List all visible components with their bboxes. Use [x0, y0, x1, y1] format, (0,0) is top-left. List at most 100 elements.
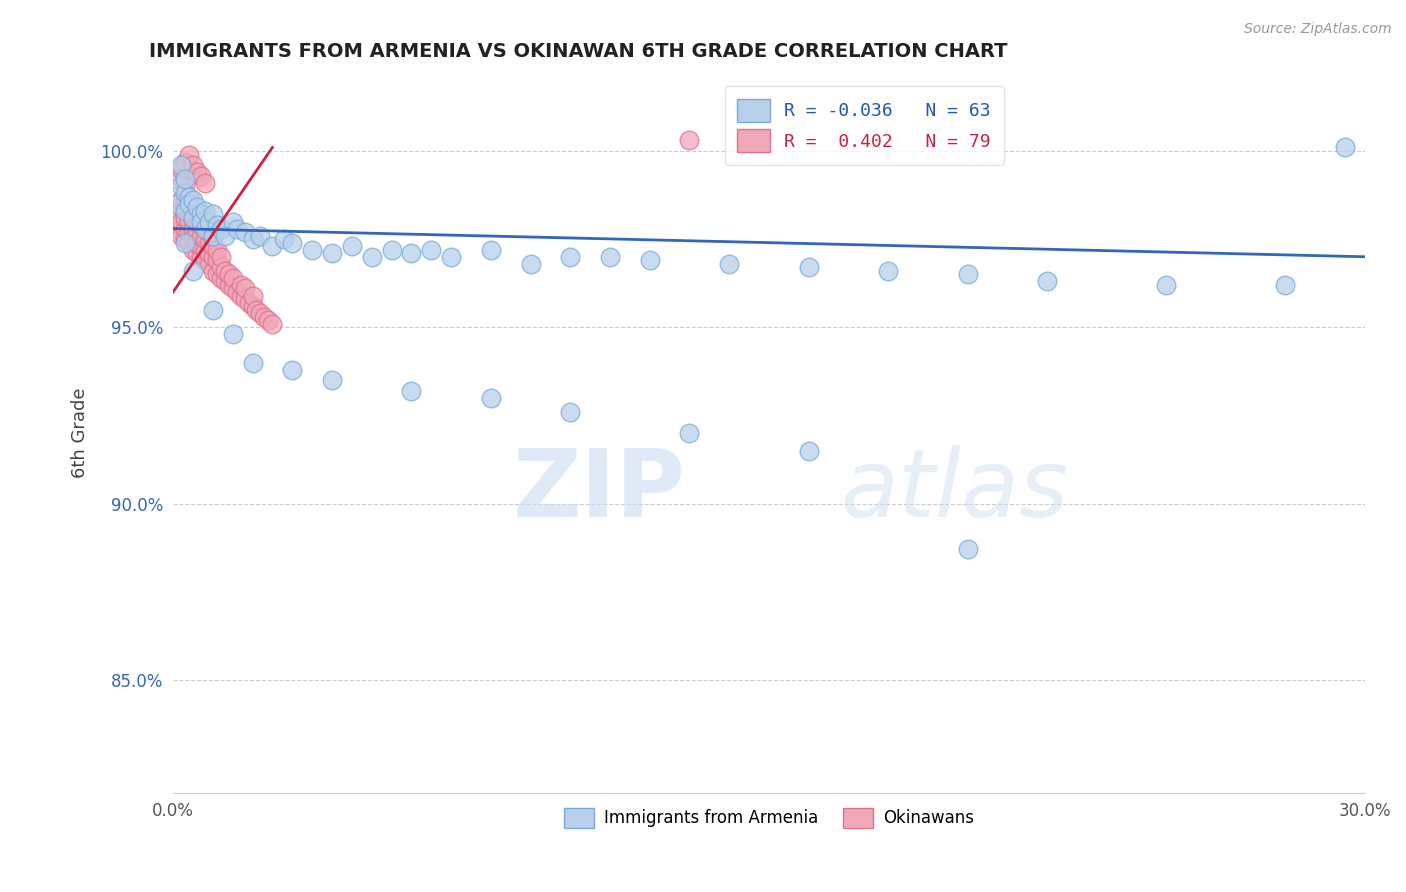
Point: [174, 221, 197, 235]
Point: [194, 203, 217, 218]
Point: [201, 228, 224, 243]
Point: [186, 225, 208, 239]
Point: [560, 405, 582, 419]
Point: [174, 201, 197, 215]
Point: [201, 239, 224, 253]
Point: [186, 165, 208, 179]
Point: [242, 355, 264, 369]
Point: [245, 302, 267, 317]
Point: [218, 277, 240, 292]
Point: [229, 277, 252, 292]
Point: [177, 235, 200, 250]
Point: [194, 232, 217, 246]
Point: [380, 243, 402, 257]
Point: [209, 221, 232, 235]
Point: [1334, 140, 1357, 154]
Point: [170, 214, 193, 228]
Point: [229, 288, 252, 302]
Point: [198, 235, 221, 250]
Point: [170, 201, 193, 215]
Point: [1274, 277, 1296, 292]
Point: [209, 260, 232, 275]
Point: [194, 211, 217, 225]
Point: [201, 302, 224, 317]
Point: [238, 295, 260, 310]
Point: [678, 133, 700, 147]
Point: [479, 391, 502, 405]
Point: [519, 257, 541, 271]
Point: [201, 228, 224, 243]
Point: [177, 197, 200, 211]
Point: [678, 425, 700, 440]
Point: [281, 235, 304, 250]
Point: [242, 299, 264, 313]
Point: [262, 239, 284, 253]
Point: [225, 221, 247, 235]
Point: [209, 250, 232, 264]
Point: [186, 203, 208, 218]
Point: [273, 232, 295, 246]
Point: [194, 221, 217, 235]
Point: [201, 264, 224, 278]
Point: [221, 281, 243, 295]
Point: [281, 362, 304, 376]
Point: [174, 179, 197, 194]
Point: [186, 246, 208, 260]
Point: [253, 310, 276, 324]
Point: [198, 257, 221, 271]
Point: [205, 243, 228, 257]
Point: [194, 176, 217, 190]
Point: [249, 306, 271, 320]
Point: [560, 250, 582, 264]
Point: [181, 201, 204, 215]
Point: [249, 228, 271, 243]
Point: [170, 179, 193, 194]
Y-axis label: 6th Grade: 6th Grade: [72, 388, 89, 478]
Point: [401, 246, 423, 260]
Point: [420, 243, 443, 257]
Legend: Immigrants from Armenia, Okinawans: Immigrants from Armenia, Okinawans: [557, 801, 981, 835]
Point: [201, 207, 224, 221]
Point: [205, 218, 228, 232]
Point: [198, 225, 221, 239]
Point: [233, 281, 256, 295]
Point: [186, 201, 208, 215]
Point: [225, 285, 247, 299]
Point: [174, 203, 197, 218]
Point: [205, 253, 228, 268]
Point: [340, 239, 363, 253]
Point: [194, 253, 217, 268]
Point: [218, 268, 240, 282]
Point: [177, 203, 200, 218]
Point: [181, 243, 204, 257]
Point: [360, 250, 382, 264]
Point: [257, 313, 280, 327]
Point: [174, 235, 197, 250]
Point: [174, 186, 197, 201]
Point: [221, 214, 243, 228]
Point: [174, 154, 197, 169]
Point: [956, 268, 979, 282]
Point: [186, 235, 208, 250]
Point: [194, 243, 217, 257]
Point: [233, 225, 256, 239]
Point: [166, 221, 188, 235]
Point: [166, 172, 188, 186]
Point: [166, 207, 188, 221]
Point: [401, 384, 423, 398]
Point: [201, 250, 224, 264]
Point: [194, 221, 217, 235]
Point: [209, 271, 232, 285]
Point: [638, 253, 661, 268]
Point: [174, 194, 197, 208]
Point: [301, 243, 323, 257]
Point: [214, 228, 236, 243]
Point: [198, 246, 221, 260]
Point: [190, 214, 212, 228]
Point: [190, 228, 212, 243]
Point: [166, 197, 188, 211]
Point: [221, 327, 243, 342]
Point: [177, 214, 200, 228]
Point: [214, 275, 236, 289]
Text: Source: ZipAtlas.com: Source: ZipAtlas.com: [1244, 22, 1392, 37]
